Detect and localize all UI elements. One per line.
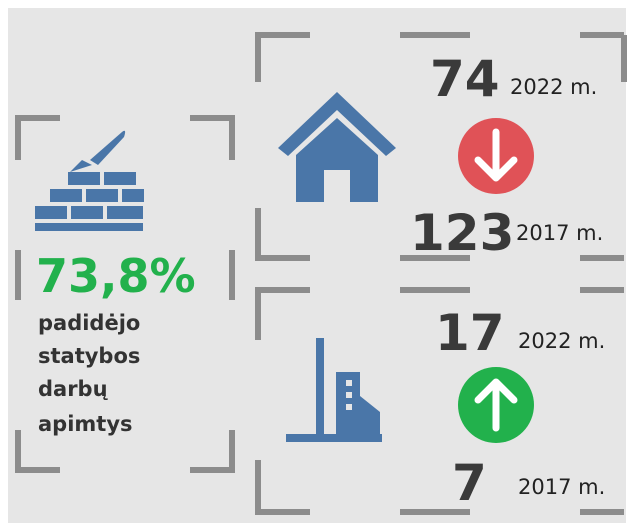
bottom-current-year: 2022 m. <box>518 329 605 353</box>
bottom-previous-year: 2017 m. <box>518 475 605 499</box>
caption-line: padidėjo <box>38 311 140 335</box>
factory-icon <box>286 338 382 442</box>
down-arrow <box>474 128 518 182</box>
bottom-frame <box>255 287 624 515</box>
percent: 73,8% <box>36 249 196 303</box>
caption-line: darbų <box>38 377 109 401</box>
left-frame <box>15 115 235 473</box>
caption-line: apimtys <box>38 412 133 436</box>
up-arrow <box>474 378 518 432</box>
bottom-current-value: 17 <box>435 304 505 362</box>
house-icon <box>278 92 396 202</box>
caption-line: statybos <box>38 344 140 368</box>
top-previous-value: 123 <box>410 204 514 262</box>
top-current-year: 2022 m. <box>510 75 597 99</box>
top-frame <box>255 32 627 261</box>
top-previous-year: 2017 m. <box>516 221 603 245</box>
bottom-previous-value: 7 <box>452 454 487 512</box>
top-current-value: 74 <box>430 50 500 108</box>
bricks-icon <box>35 130 144 231</box>
